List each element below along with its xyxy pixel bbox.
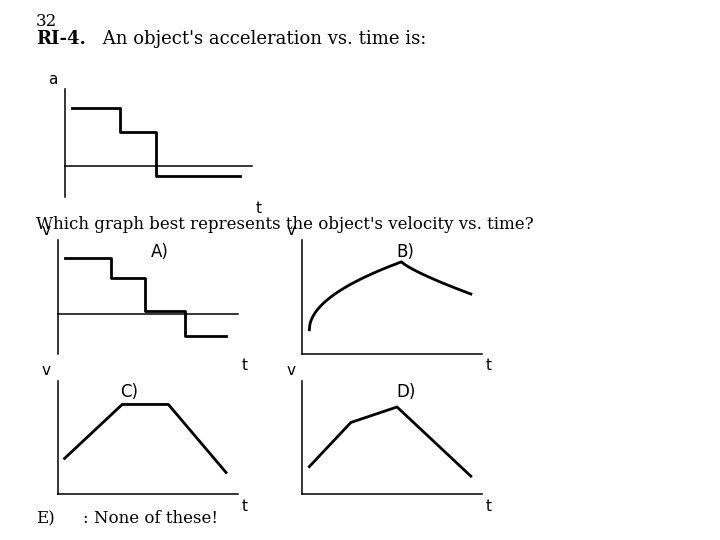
Text: t: t	[486, 358, 492, 373]
Text: Which graph best represents the object's velocity vs. time?: Which graph best represents the object's…	[36, 216, 534, 233]
Text: v: v	[287, 363, 295, 379]
Text: a: a	[48, 72, 58, 87]
Text: B): B)	[396, 242, 414, 261]
Text: RI-4.: RI-4.	[36, 30, 86, 48]
Text: E): E)	[36, 510, 55, 527]
Text: t: t	[486, 498, 492, 514]
Text: t: t	[256, 201, 262, 217]
Text: A): A)	[151, 242, 169, 261]
Text: v: v	[42, 363, 50, 379]
Text: v: v	[287, 223, 295, 238]
Text: t: t	[241, 498, 247, 514]
Text: C): C)	[121, 383, 139, 401]
Text: An object's acceleration vs. time is:: An object's acceleration vs. time is:	[97, 30, 426, 48]
Text: 32: 32	[36, 14, 58, 30]
Text: D): D)	[396, 383, 415, 401]
Text: v: v	[42, 223, 50, 238]
Text: t: t	[241, 358, 247, 373]
Text: : None of these!: : None of these!	[83, 510, 218, 527]
